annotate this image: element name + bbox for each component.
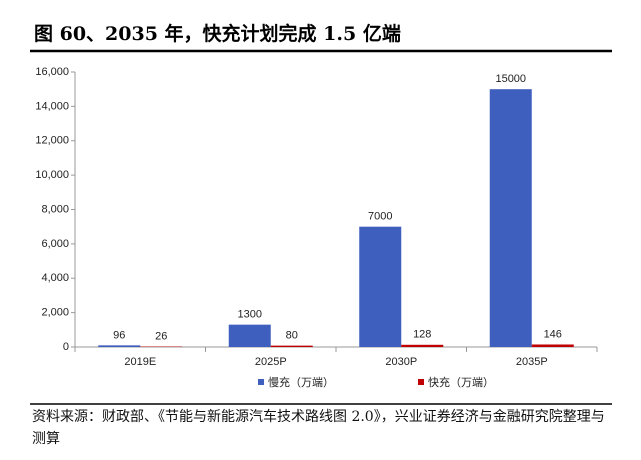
y-tick-label: 6,000 (41, 238, 69, 250)
value-label: 146 (544, 328, 562, 340)
x-tick-label: 2025P (255, 356, 287, 368)
y-tick-label: 8,000 (41, 203, 69, 215)
value-label: 80 (286, 330, 298, 342)
legend-swatch (258, 379, 264, 385)
value-label: 1300 (238, 309, 262, 321)
bar (228, 324, 271, 347)
chart-title: 图 60、2035 年，快充计划完成 1.5 亿端 (34, 22, 401, 45)
y-tick-label: 14,000 (35, 100, 69, 112)
x-tick-label: 2019E (124, 356, 156, 368)
source: 资料来源：财政部、《节能与新能源汽车技术路线图 2.0》，兴业证券经济与金融研究… (32, 409, 605, 447)
y-tick-label: 16,000 (35, 66, 69, 78)
x-tick-label: 2030P (385, 356, 417, 368)
bar (98, 345, 141, 347)
bar (359, 226, 402, 347)
y-tick-label: 12,000 (35, 135, 69, 147)
legend-label: 慢充（万端） (268, 375, 334, 389)
source-box: 资料来源：财政部、《节能与新能源汽车技术路线图 2.0》，兴业证券经济与金融研究… (32, 409, 605, 447)
value-label: 7000 (368, 211, 392, 223)
legend-label: 快充（万端） (428, 375, 494, 389)
value-label: 26 (155, 330, 167, 342)
y-tick-label: 0 (63, 341, 69, 353)
bar (531, 344, 574, 347)
value-label: 128 (413, 329, 431, 341)
y-tick-label: 10,000 (35, 169, 69, 181)
bar (489, 89, 532, 347)
value-label: 15000 (495, 73, 526, 85)
y-tick-label: 2,000 (41, 307, 69, 319)
y-tick-label: 4,000 (41, 272, 69, 284)
bar (270, 345, 313, 347)
value-label: 96 (113, 329, 125, 341)
legend-swatch (418, 379, 424, 385)
bar (401, 344, 444, 347)
x-tick-label: 2035P (516, 356, 548, 368)
